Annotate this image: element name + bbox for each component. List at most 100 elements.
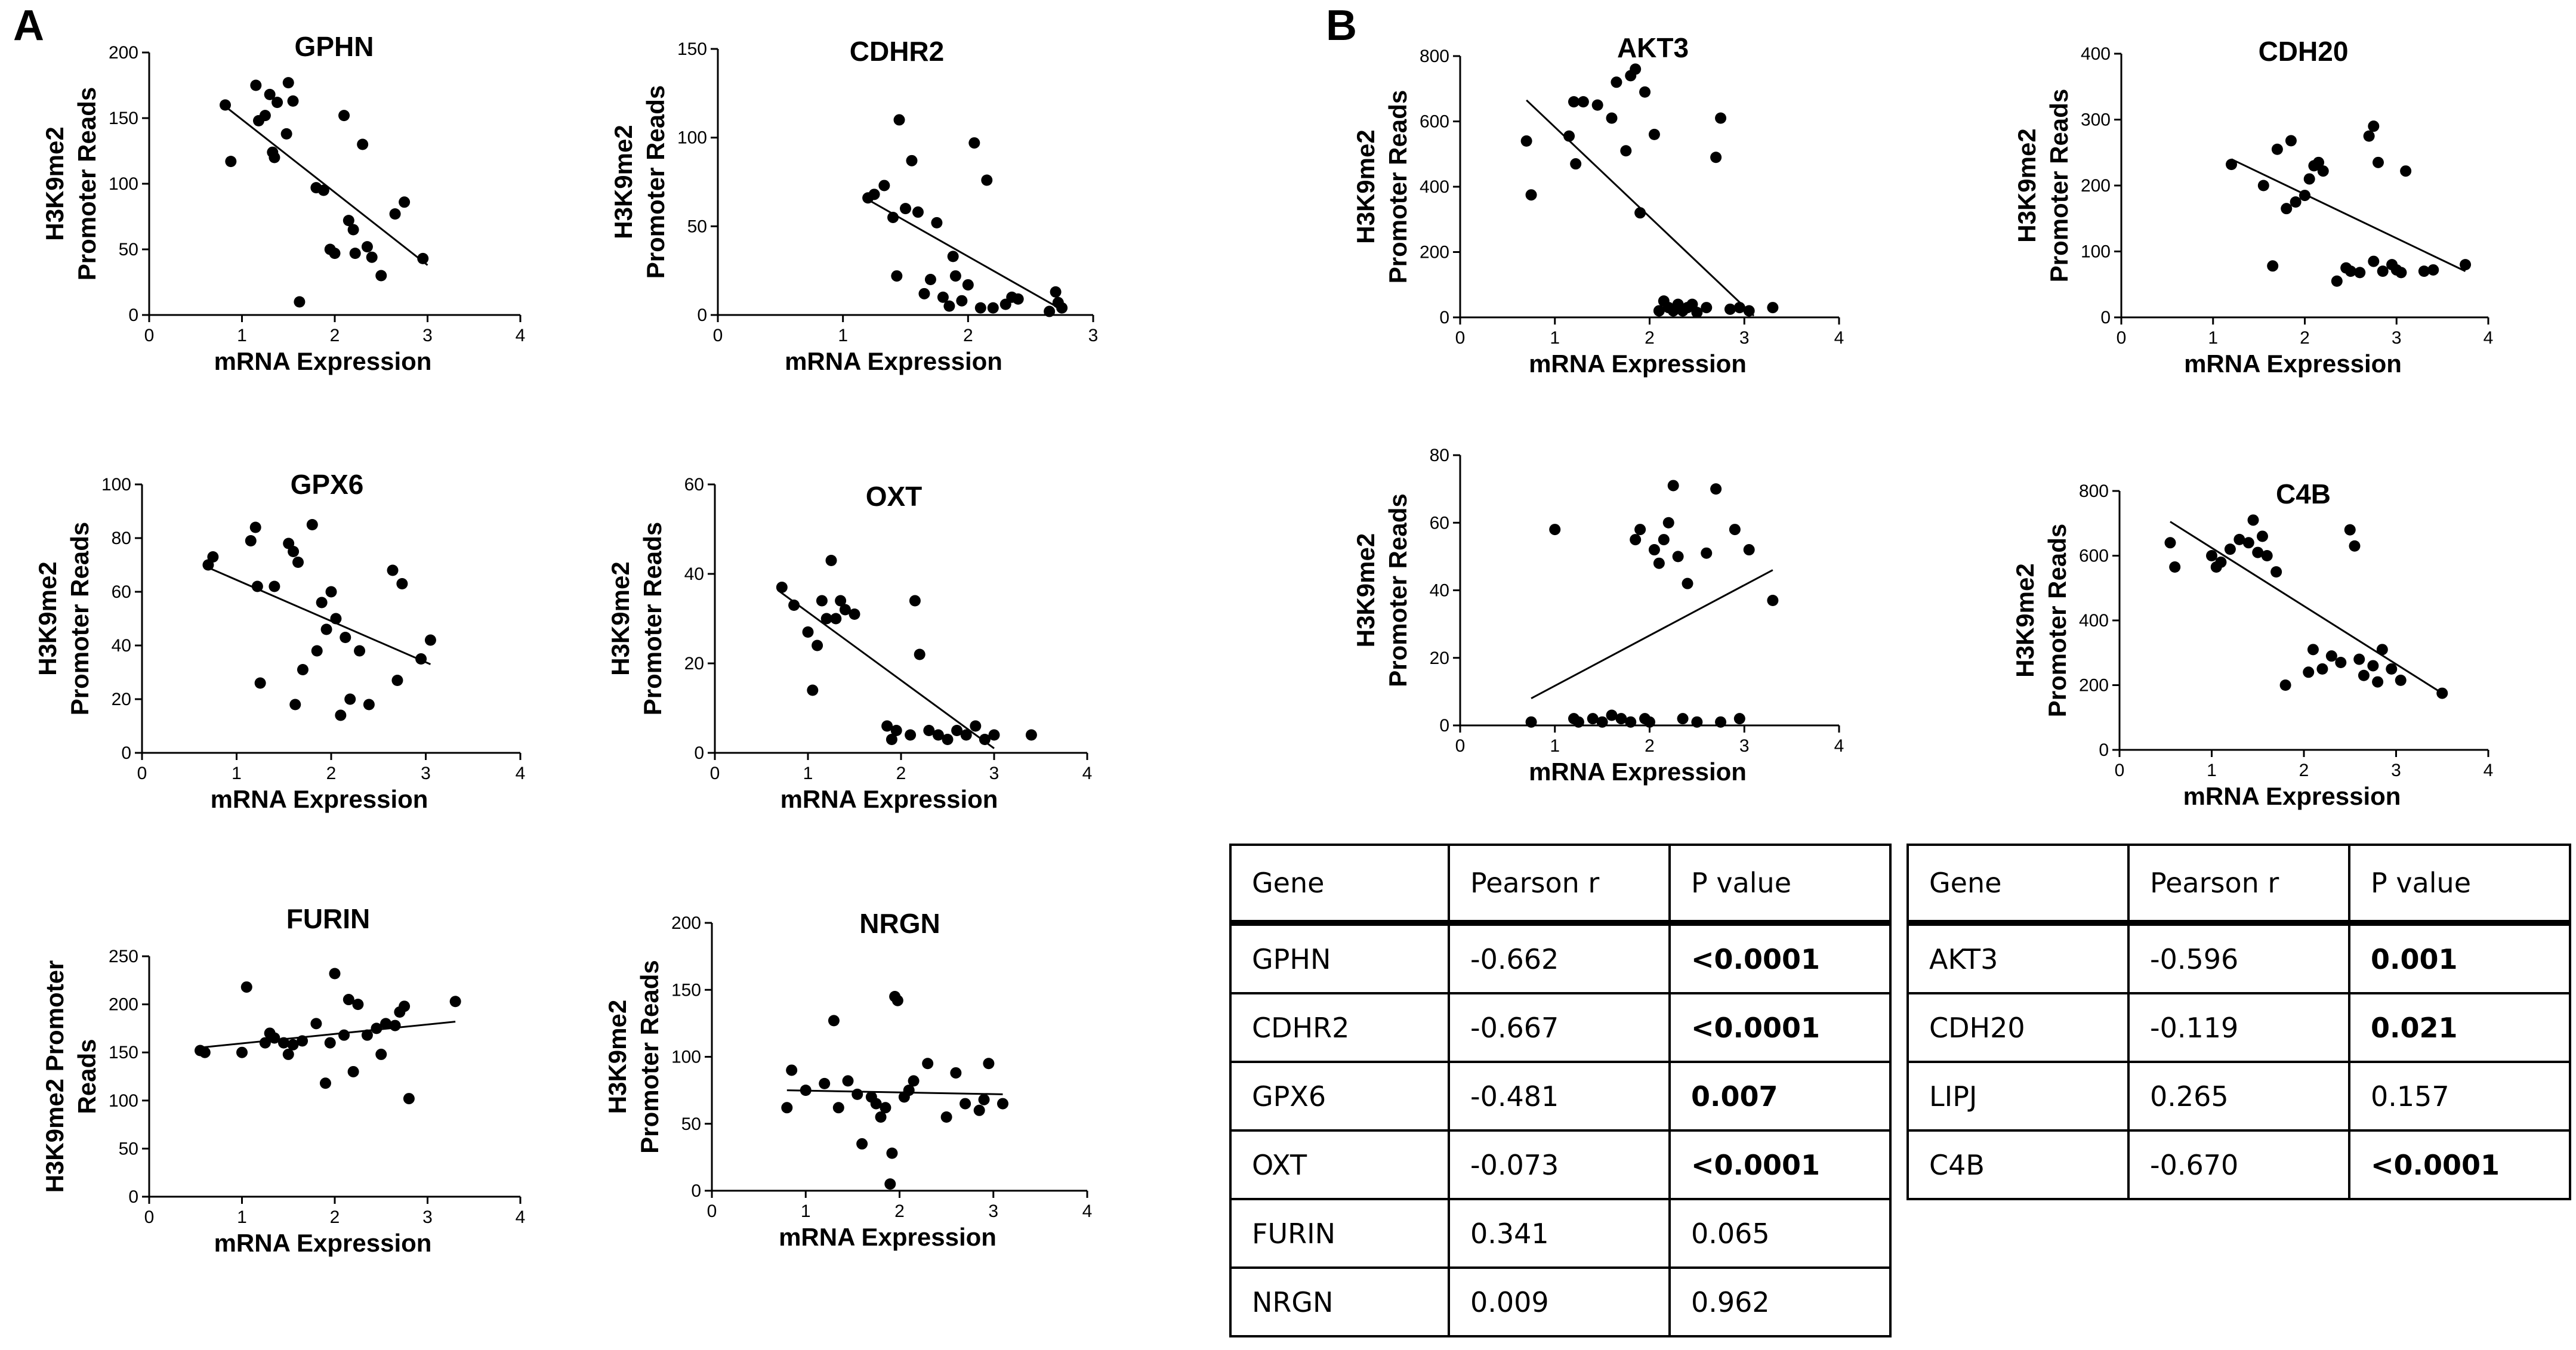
cell-p-value: <0.0001: [1668, 1129, 1892, 1200]
y-tick-label: 20: [1430, 648, 1449, 668]
x-tick-label: 2: [1645, 736, 1655, 756]
data-point: [842, 1075, 854, 1087]
x-tick-label: 3: [1088, 326, 1099, 345]
x-axis-label: mRNA Expression: [1529, 350, 1747, 378]
data-point: [1710, 483, 1722, 495]
y-axis-label-line: Promoter Reads: [1384, 493, 1412, 687]
data-point: [905, 729, 917, 741]
data-point: [424, 634, 436, 646]
panel-label-b: B: [1326, 2, 1357, 50]
data-point: [914, 648, 925, 660]
data-point: [2281, 203, 2293, 215]
cell-pearson-r: -0.073: [1448, 1129, 1671, 1200]
y-tick-label: 20: [112, 690, 131, 709]
y-axis-label-line: Promoter Reads: [66, 522, 94, 715]
x-tick-label: 0: [710, 764, 720, 783]
data-point: [1520, 135, 1532, 147]
data-point: [2427, 264, 2439, 276]
cell-p-value: <0.0001: [1668, 992, 1892, 1063]
y-tick-label: 0: [1439, 308, 1449, 328]
x-tick-label: 1: [237, 1207, 247, 1227]
data-point: [875, 1111, 887, 1123]
cell-p-value: 0.001: [2348, 922, 2571, 994]
table-header-row: Gene Pearson r P value: [1229, 844, 1892, 926]
x-axis-label: mRNA Expression: [214, 1229, 432, 1257]
data-point: [886, 734, 897, 745]
chart-gphn: 0 50 100 150 200 0 1 2 3 4 GPHN mRNA Expression H3K9…: [41, 31, 525, 375]
data-point: [949, 270, 961, 282]
data-point: [781, 1102, 793, 1114]
data-point: [891, 994, 903, 1006]
data-point: [2303, 666, 2315, 678]
y-tick-label: 150: [109, 1043, 138, 1062]
data-point: [819, 1077, 831, 1089]
y-tick-label: 40: [112, 636, 131, 656]
data-point: [2368, 121, 2380, 132]
x-tick-label: 4: [2484, 761, 2494, 780]
x-axis-label: mRNA Expression: [780, 785, 998, 813]
y-tick-label: 40: [1430, 581, 1449, 601]
x-tick-label: 1: [2207, 761, 2217, 780]
x-axis-label: mRNA Expression: [779, 1223, 997, 1251]
y-axis-label-line: Promoter Reads: [2045, 89, 2073, 282]
data-point: [2358, 669, 2370, 681]
data-point: [389, 208, 401, 220]
x-tick-label: 3: [421, 764, 431, 783]
data-point: [960, 729, 972, 741]
chart-cdhr2: 0 50 100 150 0 1 2 3 CDHR2 mRNA Expression H3K9me2…: [609, 36, 1098, 375]
data-point: [1729, 524, 1741, 536]
y-tick-label: 250: [109, 947, 138, 966]
cell-p-value: <0.0001: [2348, 1129, 2571, 1200]
y-tick-label: 600: [1420, 112, 1449, 132]
data-point: [2349, 540, 2361, 552]
data-point: [292, 557, 304, 568]
y-axis-label-line: Promoter Reads: [2043, 524, 2071, 717]
y-tick-label: 100: [671, 1048, 701, 1067]
data-point: [940, 1111, 952, 1123]
data-point: [264, 88, 276, 100]
data-point: [1691, 716, 1703, 728]
data-point: [1012, 293, 1024, 305]
data-point: [922, 1058, 934, 1070]
data-point: [207, 551, 219, 563]
data-point: [870, 1098, 882, 1110]
data-point: [981, 174, 993, 186]
data-point: [956, 295, 968, 307]
y-axis-label-line: Reads: [73, 1039, 101, 1114]
data-point: [1591, 99, 1603, 111]
data-point: [375, 1048, 387, 1060]
data-point: [2373, 156, 2384, 168]
regression-line: [200, 1021, 456, 1049]
y-tick-label: 150: [677, 39, 707, 59]
y-tick-label: 0: [121, 743, 131, 763]
chart-title: CDH20: [2259, 36, 2349, 67]
data-point: [396, 578, 408, 589]
table-row: GPX6 -0.481 0.007: [1229, 1061, 1892, 1132]
chart-title: NRGN: [859, 908, 940, 939]
data-point: [786, 1064, 798, 1076]
data-point: [835, 595, 847, 607]
data-point: [802, 626, 814, 638]
table-row: NRGN 0.009 0.962: [1229, 1266, 1892, 1337]
data-point: [2307, 644, 2319, 656]
x-tick-label: 3: [989, 764, 999, 783]
data-point: [329, 968, 341, 980]
cell-gene: OXT: [1229, 1129, 1450, 1200]
x-tick-label: 4: [1082, 1201, 1093, 1221]
y-tick-label: 400: [2081, 44, 2111, 64]
y-axis-label-line: H3K9me2: [603, 1000, 631, 1114]
data-point: [1658, 534, 1670, 546]
data-point: [839, 604, 851, 616]
cell-pearson-r: -0.481: [1448, 1061, 1671, 1132]
cell-pearson-r: -0.662: [1448, 922, 1671, 994]
x-tick-label: 1: [237, 326, 247, 345]
data-point: [830, 613, 842, 625]
data-point: [375, 270, 387, 282]
data-point: [1715, 716, 1727, 728]
data-point: [1662, 517, 1674, 529]
chart-title: CDHR2: [850, 36, 944, 67]
data-point: [2363, 130, 2375, 142]
data-point: [968, 137, 980, 149]
data-point: [1767, 594, 1779, 606]
